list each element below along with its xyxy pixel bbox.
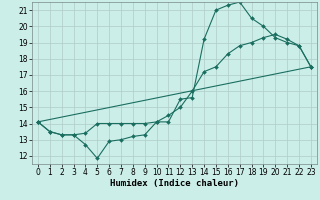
X-axis label: Humidex (Indice chaleur): Humidex (Indice chaleur) [110, 179, 239, 188]
